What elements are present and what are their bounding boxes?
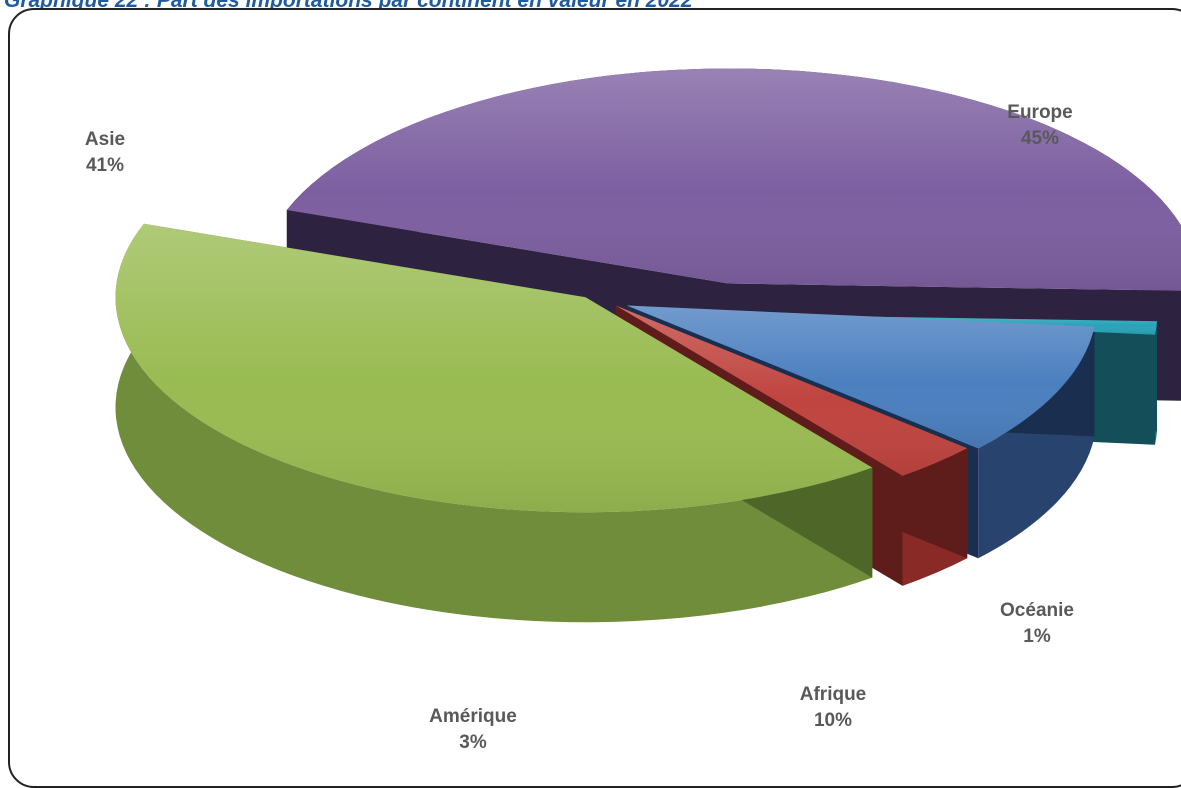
slice-label-afrique: Afrique [800,684,867,705]
slice-label-europe: Europe [1007,102,1072,123]
slice-label-oc-anie: Océanie [1000,600,1074,621]
pie-chart: Europe 45% Océanie 1% Afrique 10% Amérique 3% As… [0,0,1181,764]
slice-value-oc-anie: 1% [1023,626,1051,647]
slice-value-europe: 45% [1021,128,1059,149]
slice-label-asie: Asie [85,129,125,150]
slice-value-asie: 41% [86,155,124,176]
slice-label-am-rique: Amérique [429,706,517,727]
slice-value-am-rique: 3% [459,732,487,753]
slice-value-afrique: 10% [814,710,852,731]
